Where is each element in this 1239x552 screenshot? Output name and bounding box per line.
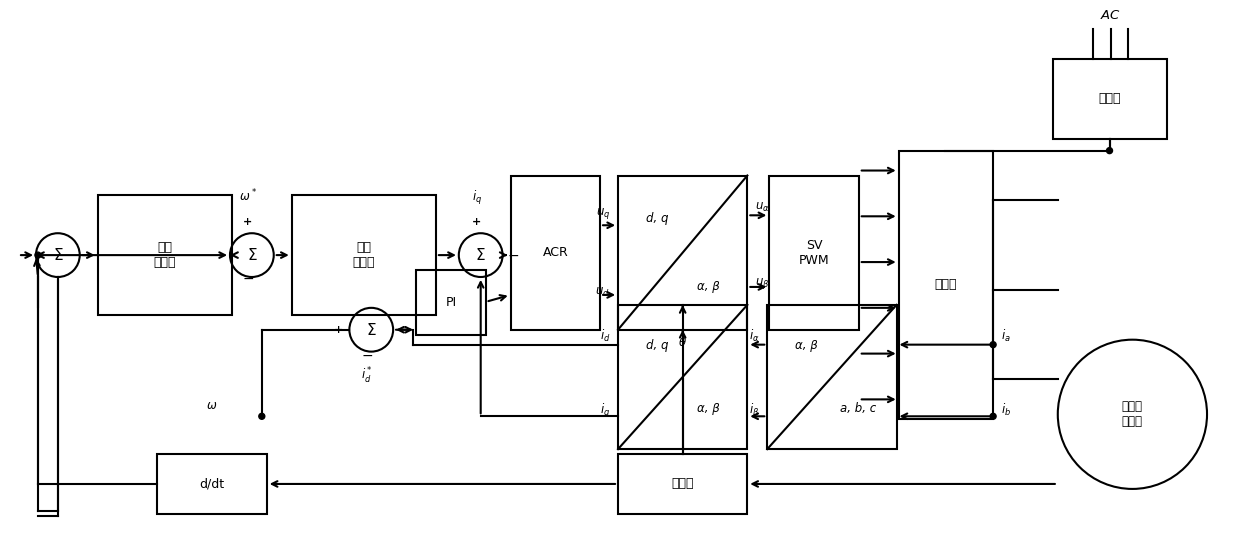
Text: $i_q$: $i_q$ [600, 402, 610, 421]
Text: $u_\alpha$: $u_\alpha$ [756, 201, 771, 214]
Text: ACR: ACR [543, 246, 569, 259]
Text: 永磁同
步电机: 永磁同 步电机 [1121, 400, 1142, 428]
Text: d, q: d, q [646, 212, 668, 225]
Text: $\Sigma$: $\Sigma$ [366, 322, 377, 338]
Text: $\omega^*$: $\omega^*$ [239, 188, 256, 204]
Text: −: − [508, 249, 519, 263]
Text: −: − [242, 272, 254, 286]
Bar [618, 454, 747, 514]
Text: $i_a$: $i_a$ [1001, 328, 1011, 344]
Text: SV
PWM: SV PWM [799, 238, 829, 267]
Circle shape [990, 342, 996, 348]
Text: $u_q$: $u_q$ [596, 206, 610, 221]
Text: −: − [362, 348, 373, 363]
Text: $i_q$: $i_q$ [472, 189, 482, 208]
Bar [416, 270, 486, 335]
Bar [291, 195, 436, 315]
Text: $u_\beta$: $u_\beta$ [756, 276, 769, 291]
Bar [769, 176, 859, 330]
Text: $\Sigma$: $\Sigma$ [52, 247, 63, 263]
Text: 速度
控制器: 速度 控制器 [353, 241, 375, 269]
Text: +: + [243, 217, 253, 227]
Text: $i_\alpha$: $i_\alpha$ [748, 328, 760, 344]
Text: $\Sigma$: $\Sigma$ [476, 247, 486, 263]
Circle shape [259, 413, 265, 420]
Text: $i_\beta$: $i_\beta$ [750, 402, 760, 421]
Text: PI: PI [445, 296, 456, 309]
Text: 逆变器: 逆变器 [934, 278, 957, 291]
Text: $i_d^*$: $i_d^*$ [362, 365, 373, 386]
Text: $\theta$: $\theta$ [678, 336, 688, 349]
Text: +: + [335, 325, 343, 335]
Text: $\Sigma$: $\Sigma$ [247, 247, 258, 263]
Bar [767, 305, 897, 449]
Bar [98, 195, 232, 315]
Bar [510, 176, 600, 330]
Text: a, b, c: a, b, c [840, 402, 876, 415]
Bar [618, 305, 747, 449]
Circle shape [1106, 147, 1113, 153]
Text: $i_d$: $i_d$ [600, 328, 610, 344]
Text: 整流器: 整流器 [1099, 92, 1121, 105]
Text: 编码器: 编码器 [672, 477, 694, 490]
Text: α, β: α, β [698, 402, 720, 415]
Circle shape [35, 252, 41, 258]
Text: $i_b$: $i_b$ [1001, 402, 1011, 418]
Bar [157, 454, 266, 514]
Bar [898, 151, 994, 420]
Text: +: + [472, 217, 481, 227]
Text: d/dt: d/dt [199, 477, 224, 490]
Text: $u_d$: $u_d$ [595, 286, 610, 299]
Text: 位置
控制器: 位置 控制器 [154, 241, 176, 269]
Text: α, β: α, β [698, 280, 720, 293]
Text: $\omega$: $\omega$ [207, 399, 218, 412]
Text: d, q: d, q [646, 339, 668, 352]
Text: α, β: α, β [794, 339, 818, 352]
Circle shape [990, 413, 996, 420]
Bar [618, 176, 747, 330]
Text: $AC$: $AC$ [1100, 9, 1121, 22]
Bar [1053, 59, 1167, 139]
